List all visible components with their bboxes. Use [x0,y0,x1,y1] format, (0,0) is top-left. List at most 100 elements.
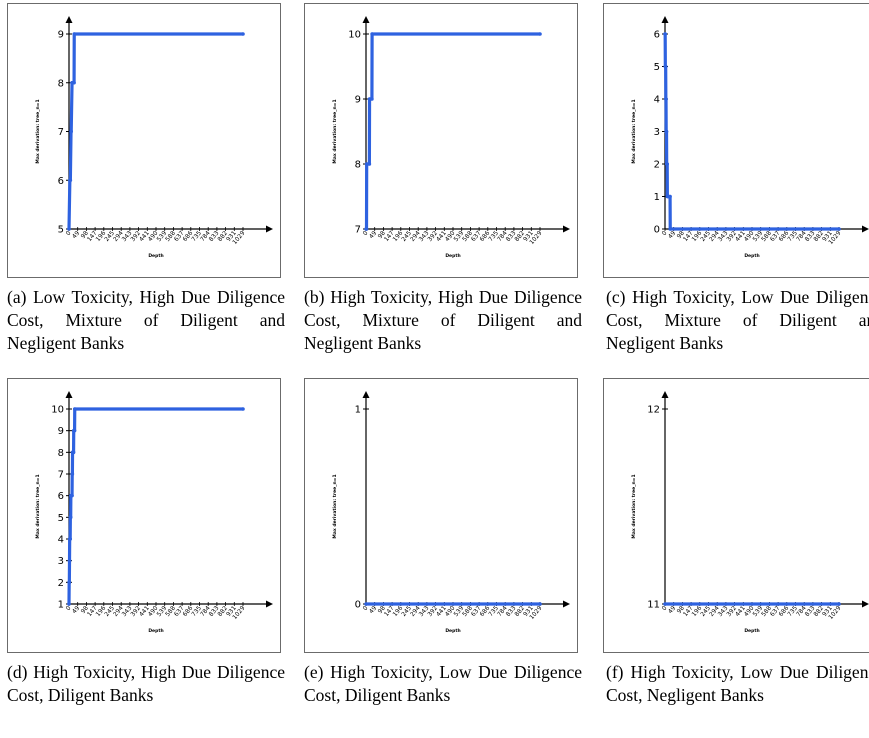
x-tick-label: 98 [80,230,90,240]
series-point [663,64,668,69]
series-point [67,558,72,563]
y-tick-label: 1 [355,405,361,416]
chart-e: 0104998147196245294343392441490539588637… [332,391,570,634]
series-point [664,129,669,134]
series-point [663,602,667,606]
series-line [364,32,540,231]
chart-f: 1112049981471962452943433924414905395886… [631,391,869,634]
y-axis-title: Max derivation: tree_n=1 [332,474,338,538]
series-point [668,227,673,231]
y-axis-title: Max derivation: tree_n=1 [35,474,41,538]
series-point [68,537,72,541]
caption-e: (e) High Toxicity, Low Due Diligence Cos… [304,661,582,707]
series-point [71,450,76,455]
chart-a: 5678904998147196245294343392441490539588… [35,16,273,259]
y-axis-arrow [362,16,370,23]
x-tick-label: 98 [676,605,686,615]
x-tick-label: 49 [71,230,81,240]
y-axis-arrow [362,391,370,398]
series-line [663,32,839,231]
y-tick-label: 12 [647,405,660,416]
series-point [67,580,72,585]
series-line [67,32,243,230]
y-axis-title: Max derivation: tree_n=1 [332,99,338,163]
series-point [663,32,667,36]
y-tick-label: 9 [58,30,64,41]
y-axis-arrow [661,16,669,23]
caption-b-text: (b) High Toxicity, High Due Diligence Co… [304,287,582,353]
x-axis-arrow [862,225,869,233]
y-tick-label: 5 [58,513,64,524]
x-tick-label: 49 [368,230,378,240]
y-tick-label: 3 [58,556,64,567]
y-tick-label: 9 [355,95,361,106]
chart-c: 0123456049981471962452943433924414905395… [631,16,869,259]
series-point [72,428,77,433]
x-axis-arrow [266,225,273,233]
series-point [72,80,76,85]
series-point [364,162,369,166]
series-point [837,227,841,231]
series-line [67,407,243,605]
caption-d-text: (d) High Toxicity, High Due Diligence Co… [7,662,285,705]
chart-panel-f: 11 12 0 49 98 147 196 245 294 343 392 441 490 539 588 6… [603,378,869,653]
y-tick-label: 8 [58,78,64,89]
y-axis-title: Max derivation: tree_n=1 [631,99,637,163]
y-axis-title: Max derivation: tree_n=1 [35,99,41,163]
y-tick-label: 0 [355,600,361,611]
series-point [668,194,672,199]
caption-f: (f) High Toxicity, Low Due Diligence Cos… [606,661,869,707]
x-axis-title: Depth [148,253,163,259]
y-axis-title: Max derivation: tree_n=1 [631,474,637,538]
series-point [70,493,74,498]
y-tick-label: 2 [654,160,660,171]
x-axis-title: Depth [744,628,759,634]
x-tick-label: 49 [667,230,677,240]
chart-panel-a: 5 6 7 8 9 0 49 98 147 196 245 294 343 392 441 490 539 588… [7,3,281,278]
y-tick-label: 6 [58,491,64,502]
series-point [370,32,374,36]
chart-d: 1234567891004998147196245294343392441490… [35,391,273,634]
y-tick-label: 8 [355,160,361,171]
series-point [67,227,71,231]
x-tick-label: 0 [362,605,370,613]
series-point [241,32,245,36]
caption-f-text: (f) High Toxicity, Low Due Diligence Cos… [606,662,869,705]
series-point [538,32,542,36]
series-point [837,602,841,606]
series-point [370,97,374,101]
series-point [367,162,372,166]
x-axis-title: Depth [445,253,460,259]
y-tick-label: 3 [654,127,660,138]
y-axis-arrow [661,391,669,398]
x-tick-label: 49 [667,605,677,615]
series-point [665,162,669,166]
x-tick-label: 98 [80,605,90,615]
caption-d: (d) High Toxicity, High Due Diligence Co… [7,661,285,707]
y-tick-label: 0 [654,225,660,236]
chart-panel-e: 0 1 0 49 98 147 196 245 294 343 392 441 490 539 588 637… [304,378,578,653]
series-point [664,97,668,101]
caption-a-text: (a) Low Toxicity, High Due Diligence Cos… [7,287,285,353]
series-point [72,32,77,36]
x-axis-arrow [862,600,869,608]
x-axis-title: Depth [744,253,759,259]
y-tick-label: 7 [355,225,361,236]
caption-a: (a) Low Toxicity, High Due Diligence Cos… [7,286,285,355]
y-tick-label: 11 [647,600,660,611]
y-tick-label: 5 [58,225,64,236]
series-point [538,602,542,606]
x-tick-label: 98 [377,230,387,240]
y-axis-arrow [65,391,73,398]
x-axis-arrow [563,225,570,233]
series-point [67,602,71,606]
x-tick-label: 98 [676,230,686,240]
y-tick-label: 7 [58,470,64,481]
x-axis-title: Depth [148,628,163,634]
x-tick-label: 49 [368,605,378,615]
series-point [364,602,368,606]
y-tick-label: 8 [58,448,64,459]
y-tick-label: 10 [348,30,361,41]
y-tick-label: 6 [58,176,64,187]
series-point [68,515,73,520]
